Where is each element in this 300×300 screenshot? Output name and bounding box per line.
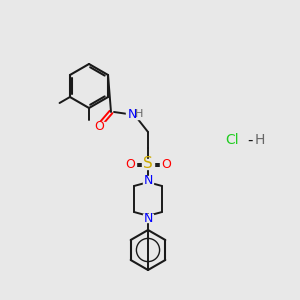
Text: N: N bbox=[143, 173, 153, 187]
Bar bbox=[142, 159, 154, 169]
Text: H: H bbox=[255, 133, 265, 147]
Bar bbox=[93, 122, 105, 130]
Bar bbox=[143, 214, 153, 222]
Text: H: H bbox=[135, 109, 143, 119]
Text: O: O bbox=[125, 158, 135, 170]
Text: O: O bbox=[94, 119, 104, 133]
Bar bbox=[160, 160, 172, 169]
Text: -: - bbox=[247, 133, 253, 148]
Text: O: O bbox=[161, 158, 171, 170]
Bar bbox=[124, 160, 136, 169]
Text: Cl: Cl bbox=[225, 133, 239, 147]
Text: N: N bbox=[127, 107, 137, 121]
Text: N: N bbox=[143, 212, 153, 224]
Bar bbox=[126, 110, 140, 118]
Text: S: S bbox=[143, 157, 153, 172]
Bar bbox=[143, 176, 153, 184]
